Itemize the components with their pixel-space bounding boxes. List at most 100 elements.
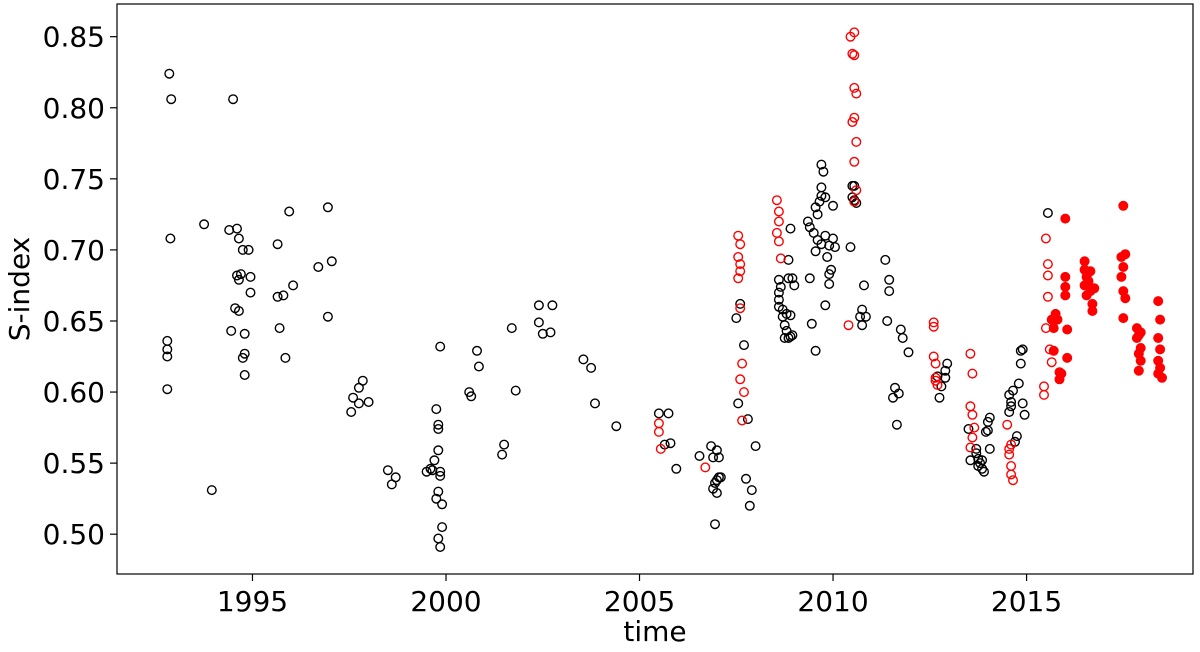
data-point bbox=[1048, 323, 1059, 334]
y-axis: 0.50 0.55 0.60 0.65 0.70 0.75 0.80 0.85 bbox=[43, 21, 117, 551]
data-point bbox=[233, 306, 244, 317]
data-point bbox=[816, 239, 827, 250]
x-tick-label: 2000 bbox=[410, 585, 481, 618]
data-point bbox=[744, 500, 755, 511]
y-tick-label: 0.75 bbox=[43, 163, 105, 196]
data-point bbox=[750, 441, 761, 452]
y-tick-label: 0.70 bbox=[43, 234, 105, 267]
data-point bbox=[1042, 259, 1053, 270]
data-point bbox=[1042, 207, 1053, 218]
data-point bbox=[653, 408, 664, 419]
data-point bbox=[979, 466, 990, 477]
data-point bbox=[897, 333, 908, 344]
data-point bbox=[653, 426, 664, 437]
data-point bbox=[810, 246, 821, 257]
data-point bbox=[971, 448, 982, 459]
data-point bbox=[1004, 407, 1015, 418]
data-point bbox=[1060, 213, 1071, 224]
data-point bbox=[1006, 469, 1017, 480]
data-point bbox=[884, 274, 895, 285]
data-point bbox=[1156, 372, 1167, 383]
data-point bbox=[773, 287, 784, 298]
x-axis: 1995 2000 2005 2010 2015 bbox=[217, 574, 1062, 618]
data-point bbox=[326, 256, 337, 267]
data-point bbox=[611, 421, 622, 432]
data-point bbox=[742, 414, 753, 425]
data-point bbox=[348, 392, 359, 403]
data-point bbox=[363, 397, 374, 408]
data-point bbox=[162, 344, 173, 355]
data-point bbox=[967, 432, 978, 443]
x-tick-label: 1995 bbox=[217, 585, 288, 618]
data-point bbox=[1042, 270, 1053, 281]
data-point bbox=[274, 323, 285, 334]
data-point bbox=[715, 472, 726, 483]
data-point bbox=[1089, 283, 1100, 294]
data-point bbox=[533, 300, 544, 311]
data-point bbox=[1056, 368, 1067, 379]
data-point bbox=[884, 286, 895, 297]
data-point bbox=[773, 216, 784, 227]
data-point bbox=[930, 372, 941, 383]
data-point bbox=[431, 404, 442, 415]
data-point bbox=[1052, 314, 1063, 325]
data-point bbox=[233, 233, 244, 244]
data-point bbox=[1015, 358, 1026, 369]
data-point bbox=[1046, 357, 1057, 368]
data-point bbox=[713, 452, 724, 463]
data-point bbox=[1038, 381, 1049, 392]
data-point bbox=[1008, 475, 1019, 486]
data-point bbox=[272, 291, 283, 302]
data-point bbox=[942, 358, 953, 369]
data-point bbox=[849, 50, 860, 61]
data-point bbox=[820, 300, 831, 311]
data-point bbox=[665, 438, 676, 449]
data-point bbox=[849, 82, 860, 93]
data-point bbox=[1118, 262, 1129, 273]
data-point bbox=[860, 311, 871, 322]
data-point bbox=[779, 320, 790, 331]
data-point bbox=[857, 320, 868, 331]
data-point bbox=[826, 264, 837, 275]
data-point bbox=[1013, 378, 1024, 389]
data-point bbox=[1042, 291, 1053, 302]
data-point bbox=[1040, 233, 1051, 244]
data-point bbox=[822, 251, 833, 262]
data-point bbox=[845, 242, 856, 253]
data-point bbox=[280, 352, 291, 363]
data-point bbox=[472, 345, 483, 356]
data-point bbox=[1079, 256, 1090, 267]
data-point bbox=[437, 522, 448, 533]
data-point bbox=[1087, 306, 1098, 317]
data-point bbox=[497, 449, 508, 460]
data-point bbox=[1085, 266, 1096, 277]
data-point bbox=[711, 445, 722, 456]
data-point bbox=[162, 351, 173, 362]
data-point bbox=[1118, 200, 1129, 211]
data-point bbox=[433, 533, 444, 544]
data-point bbox=[1116, 271, 1127, 282]
y-tick-label: 0.60 bbox=[43, 376, 105, 409]
data-point bbox=[739, 387, 750, 398]
data-point bbox=[733, 273, 744, 284]
data-point bbox=[851, 185, 862, 196]
data-point bbox=[1019, 409, 1030, 420]
data-point bbox=[239, 328, 250, 339]
data-point bbox=[710, 519, 721, 530]
data-point bbox=[971, 443, 982, 454]
data-point bbox=[737, 415, 748, 426]
data-point bbox=[735, 239, 746, 250]
y-tick-label: 0.85 bbox=[43, 21, 105, 54]
data-point bbox=[1017, 398, 1028, 409]
data-point bbox=[1062, 352, 1073, 363]
data-point bbox=[895, 324, 906, 335]
data-point bbox=[237, 352, 248, 363]
data-point bbox=[980, 426, 991, 437]
data-point bbox=[162, 335, 173, 346]
data-point bbox=[353, 398, 364, 409]
data-point bbox=[237, 244, 248, 255]
data-point bbox=[969, 422, 980, 433]
data-point bbox=[773, 236, 784, 247]
data-point bbox=[965, 401, 976, 412]
data-point bbox=[1038, 389, 1049, 400]
